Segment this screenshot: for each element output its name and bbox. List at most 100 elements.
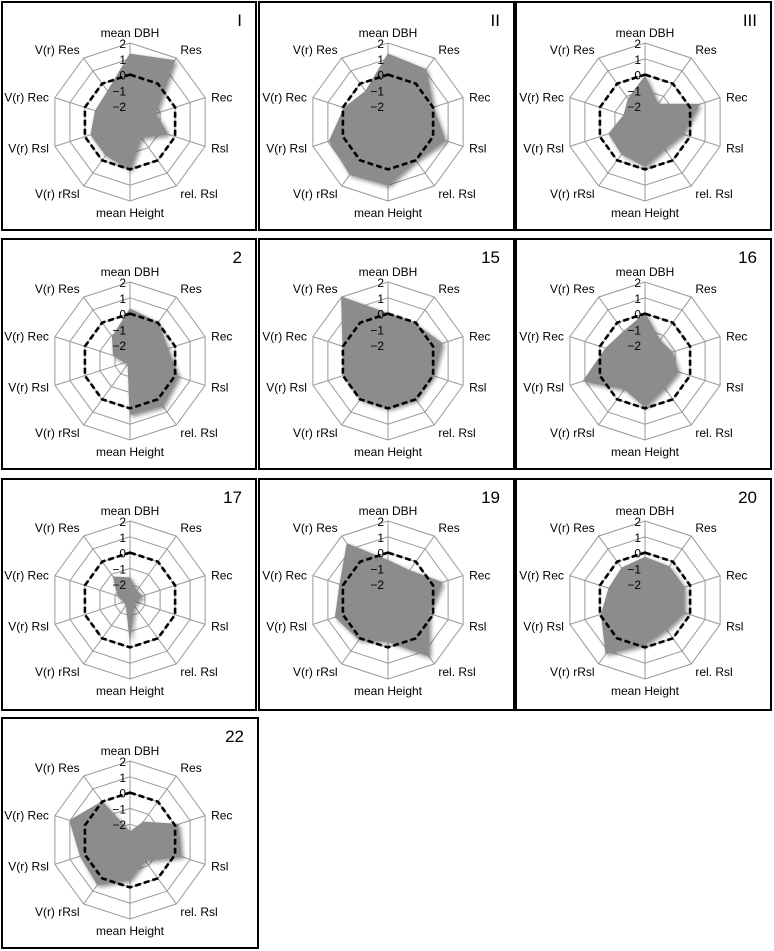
axis-label: rel. Rsl (438, 426, 475, 440)
axis-label: V(r) Rec (4, 569, 49, 583)
tick-label: 2 (119, 515, 126, 529)
grid-spoke (83, 599, 131, 665)
panel-id-label: 16 (738, 248, 757, 267)
axis-label: V(r) Res (293, 521, 338, 535)
reference-ring (83, 791, 177, 889)
data-area (112, 576, 143, 640)
axis-label: V(r) Res (35, 521, 80, 535)
tick-label: −2 (112, 339, 126, 353)
panel-frame (258, 1, 515, 231)
axis-label: V(r) Rec (519, 569, 564, 583)
tick-label: −2 (370, 100, 384, 114)
axis-label: V(r) Res (35, 43, 80, 57)
axis-label: Rec (469, 91, 490, 105)
tick-label: −2 (627, 100, 641, 114)
tick-label: 2 (377, 515, 384, 529)
tick-label: 1 (634, 531, 641, 545)
axis-label: Rec (726, 91, 747, 105)
panel-id-label: I (237, 11, 242, 30)
axis-label: mean Height (96, 924, 165, 938)
axis-label: V(r) Res (35, 282, 80, 296)
axis-label: V(r) Rec (4, 809, 49, 823)
axis-label: Res (695, 282, 716, 296)
reference-ring (83, 73, 177, 171)
axis-label: V(r) Rec (262, 569, 307, 583)
tick-label: −1 (112, 84, 126, 98)
panel-id-label: 2 (233, 248, 242, 267)
axis-label: mean DBH (101, 744, 160, 758)
axis-label: Rec (469, 569, 490, 583)
axis-label: V(r) rRsl (293, 426, 338, 440)
radar-panel-22: 2 1 0−1 −2 mean DBH Res Rec Rsl rel. Rsl mean Hei… (1, 717, 259, 949)
tick-label: −2 (627, 578, 641, 592)
axis-label: V(r) Rec (4, 330, 49, 344)
panel-frame (258, 478, 515, 711)
grid-spoke (129, 599, 206, 625)
tick-label: −1 (627, 84, 641, 98)
tick-label: −1 (370, 562, 384, 576)
axis-label: Rsl (469, 380, 486, 394)
panel-frame (1, 717, 259, 949)
panel-id-label: III (743, 11, 757, 30)
axis-label: mean Height (611, 684, 680, 698)
tick-label: 0 (119, 547, 126, 561)
axis-label: mean Height (354, 684, 423, 698)
axis-label: V(r) Rec (519, 91, 564, 105)
axis-label: mean DBH (359, 504, 418, 518)
axis-label: V(r) Rec (262, 330, 307, 344)
axis-label: rel. Rsl (695, 665, 732, 679)
axis-label: Rec (211, 91, 232, 105)
tick-label: 1 (377, 531, 384, 545)
grid-spoke (54, 599, 131, 625)
axis-label: V(r) rRsl (35, 665, 80, 679)
panel-frame (515, 478, 772, 711)
axis-label: V(r) Res (35, 761, 80, 775)
data-area (600, 556, 685, 655)
panel-frame (1, 478, 257, 711)
tick-label: −2 (112, 578, 126, 592)
axis-label: mean Height (611, 206, 680, 220)
panel-id-label: 17 (223, 488, 242, 507)
axis-label: rel. Rsl (438, 187, 475, 201)
reference-ring (341, 73, 435, 171)
axis-label: mean DBH (101, 504, 160, 518)
axis-label: V(r) Rec (262, 91, 307, 105)
tick-label: −2 (112, 100, 126, 114)
axis-label: mean Height (354, 206, 423, 220)
tick-label: 2 (119, 276, 126, 290)
axis-label: rel. Rsl (180, 187, 217, 201)
axis-label: mean DBH (101, 265, 160, 279)
reference-ring (83, 312, 177, 410)
tick-label: 1 (634, 292, 641, 306)
axis-label: rel. Rsl (180, 665, 217, 679)
axis-label: Rec (726, 330, 747, 344)
reference-ring (598, 312, 692, 410)
axis-label: V(r) Rsl (523, 380, 564, 394)
panel-id-label: 19 (481, 488, 500, 507)
grid-spoke (83, 360, 131, 426)
radar-panel-17: 2 1 0−1 −2 mean DBH Res Rec Rsl rel. Rsl mean Hei… (1, 478, 257, 711)
axis-label: V(r) rRsl (293, 187, 338, 201)
axis-label: Rsl (211, 380, 228, 394)
panel-id-label: 20 (738, 488, 757, 507)
axis-label: V(r) rRsl (550, 665, 595, 679)
axis-label: Res (180, 761, 201, 775)
tick-label: 0 (377, 547, 384, 561)
axis-label: V(r) rRsl (35, 426, 80, 440)
axis-label: V(r) rRsl (550, 187, 595, 201)
tick-label: −2 (370, 339, 384, 353)
axis-label: Rec (469, 330, 490, 344)
axis-label: V(r) Res (550, 521, 595, 535)
axis-label: mean Height (611, 445, 680, 459)
axis-label: mean Height (96, 206, 165, 220)
radar-panel-15: 2 1 0−1 −2 mean DBH Res Rec Rsl rel. Rsl mean Hei… (258, 238, 515, 470)
axis-label: Rec (726, 569, 747, 583)
axis-label: Res (180, 282, 201, 296)
axis-label: V(r) Rsl (523, 619, 564, 633)
axis-label: V(r) Rsl (8, 619, 49, 633)
panel-frame (258, 238, 515, 470)
tick-label: −1 (627, 323, 641, 337)
axis-label: mean DBH (616, 265, 675, 279)
axis-label: Rsl (211, 859, 228, 873)
axis-label: V(r) rRsl (550, 426, 595, 440)
